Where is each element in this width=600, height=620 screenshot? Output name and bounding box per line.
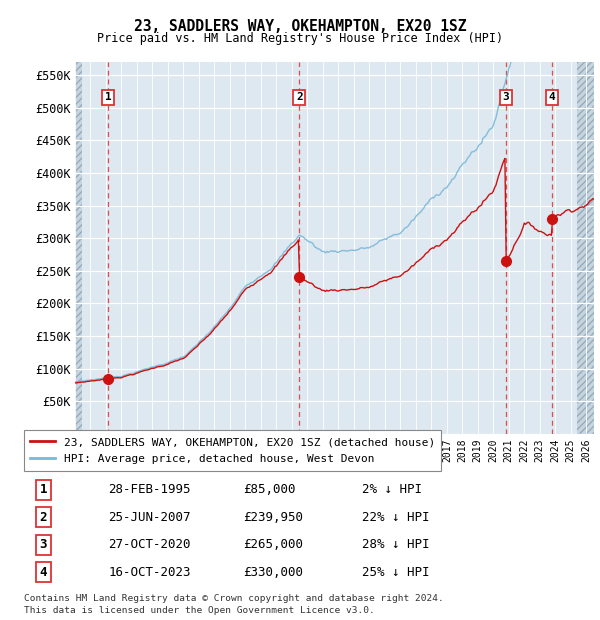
Text: 16-OCT-2023: 16-OCT-2023 [108,565,191,578]
Text: This data is licensed under the Open Government Licence v3.0.: This data is licensed under the Open Gov… [24,606,375,615]
Text: 28-FEB-1995: 28-FEB-1995 [108,483,191,496]
Text: £239,950: £239,950 [244,511,304,523]
Text: 28% ↓ HPI: 28% ↓ HPI [362,538,430,551]
Text: 4: 4 [40,565,47,578]
Text: Price paid vs. HM Land Registry's House Price Index (HPI): Price paid vs. HM Land Registry's House … [97,32,503,45]
Text: 1: 1 [105,92,112,102]
Text: 22% ↓ HPI: 22% ↓ HPI [362,511,430,523]
Text: 25% ↓ HPI: 25% ↓ HPI [362,565,430,578]
Bar [75,62,82,434]
Text: 1: 1 [40,483,47,496]
Text: 3: 3 [40,538,47,551]
Text: 4: 4 [548,92,556,102]
Text: 2: 2 [40,511,47,523]
Text: Contains HM Land Registry data © Crown copyright and database right 2024.: Contains HM Land Registry data © Crown c… [24,593,444,603]
Text: 23, SADDLERS WAY, OKEHAMPTON, EX20 1SZ: 23, SADDLERS WAY, OKEHAMPTON, EX20 1SZ [134,19,466,33]
Text: £265,000: £265,000 [244,538,304,551]
Text: 25-JUN-2007: 25-JUN-2007 [108,511,191,523]
Legend: 23, SADDLERS WAY, OKEHAMPTON, EX20 1SZ (detached house), HPI: Average price, det: 23, SADDLERS WAY, OKEHAMPTON, EX20 1SZ (… [23,430,442,471]
Text: £330,000: £330,000 [244,565,304,578]
Text: 27-OCT-2020: 27-OCT-2020 [108,538,191,551]
Text: 2% ↓ HPI: 2% ↓ HPI [362,483,422,496]
Text: £85,000: £85,000 [244,483,296,496]
Bar [577,62,594,434]
Text: 3: 3 [503,92,509,102]
Text: 2: 2 [296,92,303,102]
